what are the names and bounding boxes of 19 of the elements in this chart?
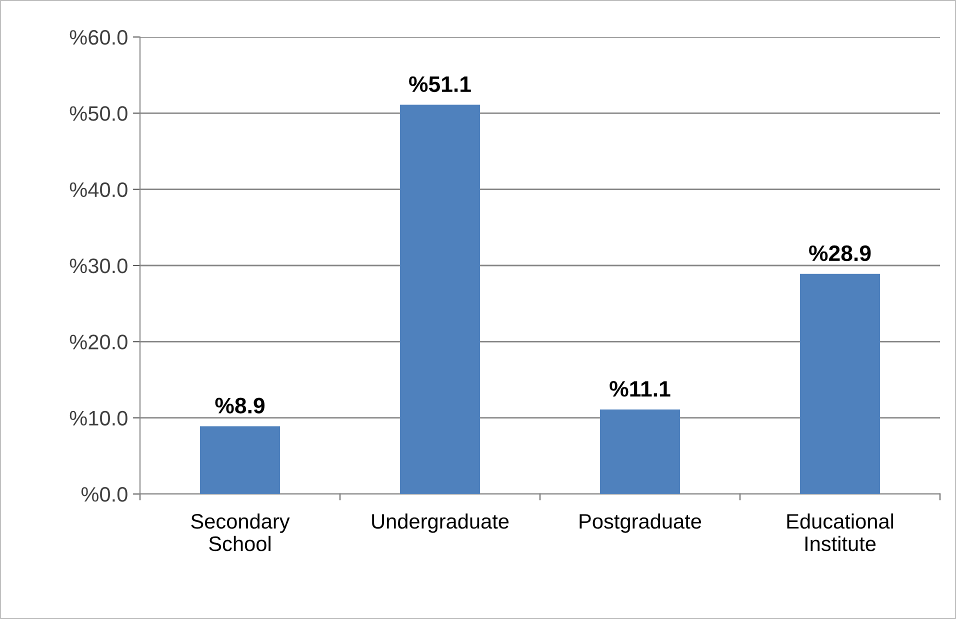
bar	[600, 409, 680, 494]
y-tick-label: %40.0	[70, 182, 128, 198]
bar	[400, 104, 480, 494]
data-label: %51.1	[409, 76, 471, 92]
y-tick-label: %10.0	[70, 410, 128, 426]
bar	[800, 274, 880, 494]
x-tick-label: Undergraduate	[372, 513, 509, 533]
y-tick-label: %20.0	[70, 334, 128, 350]
data-label: %11.1	[610, 381, 670, 397]
x-tick-label: Educational Institute	[787, 513, 894, 552]
y-tick-label: %60.0	[70, 30, 128, 45]
y-tick-label: %0.0	[81, 487, 128, 502]
x-tick-label: Postgraduate	[580, 513, 702, 533]
data-label: %8.9	[215, 398, 264, 414]
data-label: %28.9	[809, 245, 871, 262]
x-tick-label: Secondary School	[191, 513, 290, 552]
bar	[200, 426, 280, 494]
y-tick-label: %50.0	[70, 106, 128, 121]
y-tick-label: %30.0	[70, 258, 128, 274]
